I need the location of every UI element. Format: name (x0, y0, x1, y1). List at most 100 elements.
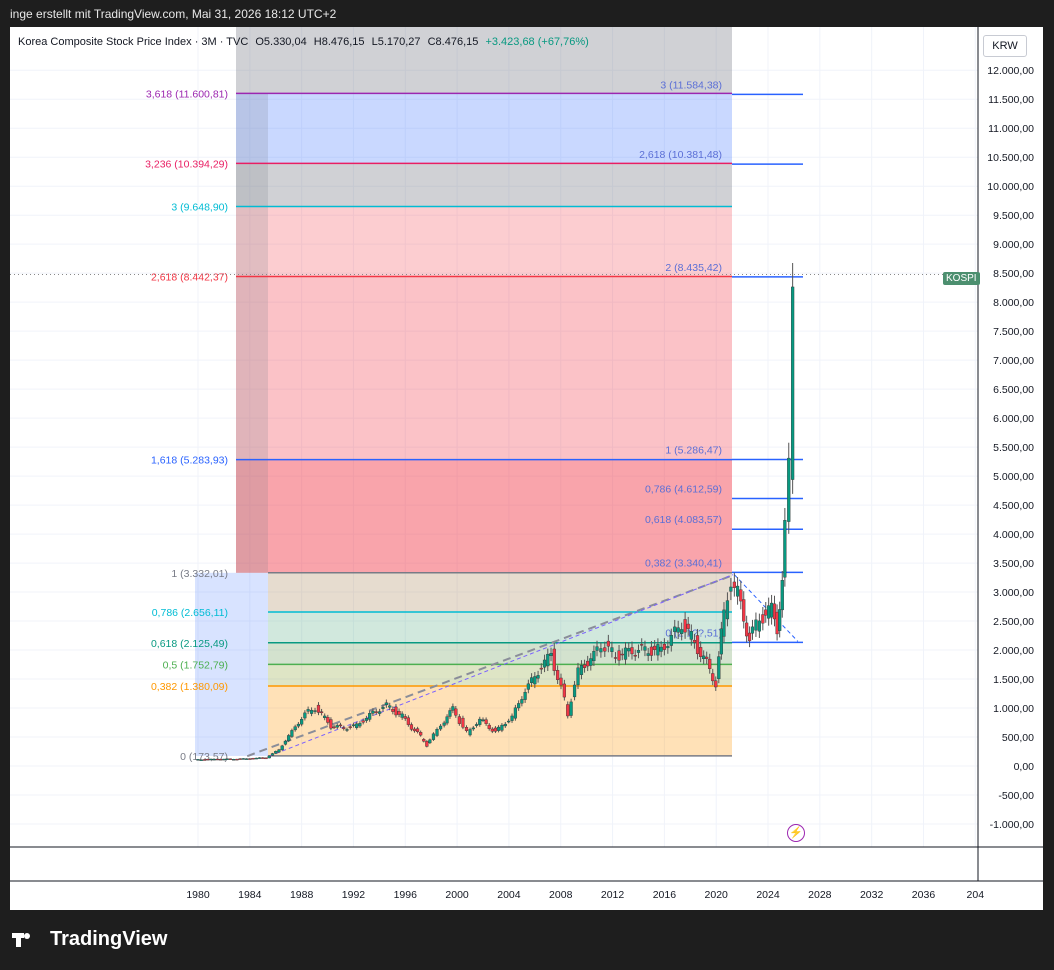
byline: inge erstellt mit TradingView.com, Mai 3… (10, 7, 337, 21)
time-tick-label: 1992 (342, 889, 366, 901)
candle-body (507, 720, 511, 723)
candle-body (582, 664, 587, 668)
time-tick-label: 1988 (290, 889, 314, 901)
price-tick-label: -500,00 (998, 790, 1034, 802)
candle-body (384, 702, 388, 705)
low-value: L5.170,27 (371, 36, 421, 48)
price-tick-label: 1.000,00 (993, 703, 1034, 715)
candle-body (323, 715, 327, 718)
chart-frame[interactable]: 0 (173,57) 0,382 (1.380,09) 0,5 (1.752,79)… (10, 27, 1043, 910)
candle-body (468, 729, 472, 736)
candle-body (729, 586, 733, 592)
candle-body (692, 639, 697, 643)
candle-body (241, 758, 245, 760)
fib-level-label: 3,236 (10.394,29) (145, 158, 228, 170)
candle-body (500, 724, 504, 731)
candle-body (780, 580, 784, 611)
fib-level-label: 2,618 (8.442,37) (151, 272, 228, 284)
price-tick-label: 7.500,00 (993, 326, 1034, 338)
candle-body (422, 739, 426, 742)
open-value: O5.330,04 (255, 36, 307, 48)
currency-button[interactable]: KRW (983, 35, 1027, 57)
candle-body (306, 709, 310, 712)
fib-level-label: 0,786 (2.656,11) (152, 607, 228, 619)
candle-body (287, 735, 291, 741)
candle-body (617, 650, 621, 661)
fib-level-label: 1,618 (5.283,93) (151, 455, 228, 467)
candle-body (412, 728, 417, 732)
candle-body (699, 647, 703, 657)
candle-body (368, 713, 372, 720)
lightning-icon[interactable]: ⚡ (787, 824, 805, 842)
candle-body (552, 648, 556, 671)
candle-body (778, 609, 782, 631)
fib-level-label: 0,5 (1.752,79) (163, 659, 228, 671)
candle-body (549, 653, 553, 656)
price-tick-label: 500,00 (1002, 732, 1034, 744)
candle-body (215, 758, 220, 761)
candle-body (338, 724, 343, 727)
candle-body (219, 758, 223, 761)
brand-logo: TradingView (12, 928, 167, 951)
time-tick-label: 204 (967, 889, 985, 901)
candle-body (355, 723, 359, 728)
candle-body (277, 749, 281, 753)
symbol-label[interactable]: Korea Composite Stock Price Index · 3M ·… (18, 36, 249, 48)
candle-body (261, 757, 265, 759)
time-tick-label: 2020 (705, 889, 729, 901)
candle-body (742, 599, 746, 622)
candle-body (599, 648, 603, 653)
candle-body (202, 759, 207, 761)
candle-body (747, 632, 752, 642)
candle-body (761, 614, 765, 624)
candle-body (787, 457, 791, 522)
candle-body (592, 651, 596, 661)
candle-body (646, 653, 650, 656)
candle-body (772, 603, 777, 620)
candle-body (669, 634, 673, 646)
candle-body (457, 716, 461, 724)
candle-body (613, 657, 618, 659)
candle-body (300, 719, 304, 725)
candle-body (431, 733, 436, 740)
candle-body (496, 726, 501, 731)
candle-body (374, 711, 378, 713)
candle-body (225, 758, 229, 760)
candle-body (705, 656, 709, 659)
candle-body (586, 660, 590, 667)
candle-body (556, 669, 560, 680)
chart-canvas[interactable]: 0 (173,57) 0,382 (1.380,09) 0,5 (1.752,79)… (10, 27, 1043, 910)
time-tick-label: 2012 (601, 889, 625, 901)
candle-body (764, 609, 768, 616)
candle-body (510, 715, 514, 721)
candle-body (714, 680, 718, 688)
fib-band-top (236, 27, 732, 94)
candle-body (251, 758, 255, 760)
candle-body (267, 755, 271, 759)
candle-body (673, 626, 677, 632)
price-tick-label: 7.000,00 (993, 355, 1034, 367)
candle-body (791, 286, 795, 480)
candle-body (342, 727, 346, 729)
candle-body (754, 619, 758, 631)
time-tick-label: 2004 (497, 889, 521, 901)
candle-body (388, 705, 392, 708)
chart-header: Korea Composite Stock Price Index · 3M ·… (18, 36, 593, 48)
candle-body (745, 622, 749, 637)
candle-body (656, 644, 660, 656)
time-tick-label: 1980 (186, 889, 210, 901)
high-value: H8.476,15 (313, 36, 365, 48)
fib-band (236, 206, 732, 277)
candle-body (649, 646, 654, 656)
candle-body (209, 758, 213, 761)
candle-body (676, 627, 680, 633)
candle-body (725, 600, 730, 620)
candle-body (722, 609, 726, 637)
candle-body (235, 758, 239, 761)
candle-body (659, 646, 663, 652)
candle-body (244, 758, 249, 760)
candle-body (767, 605, 771, 619)
candle-body (228, 758, 232, 760)
candle-body (493, 727, 498, 732)
ext-level-label: 0,786 (4.612,59) (645, 484, 722, 496)
